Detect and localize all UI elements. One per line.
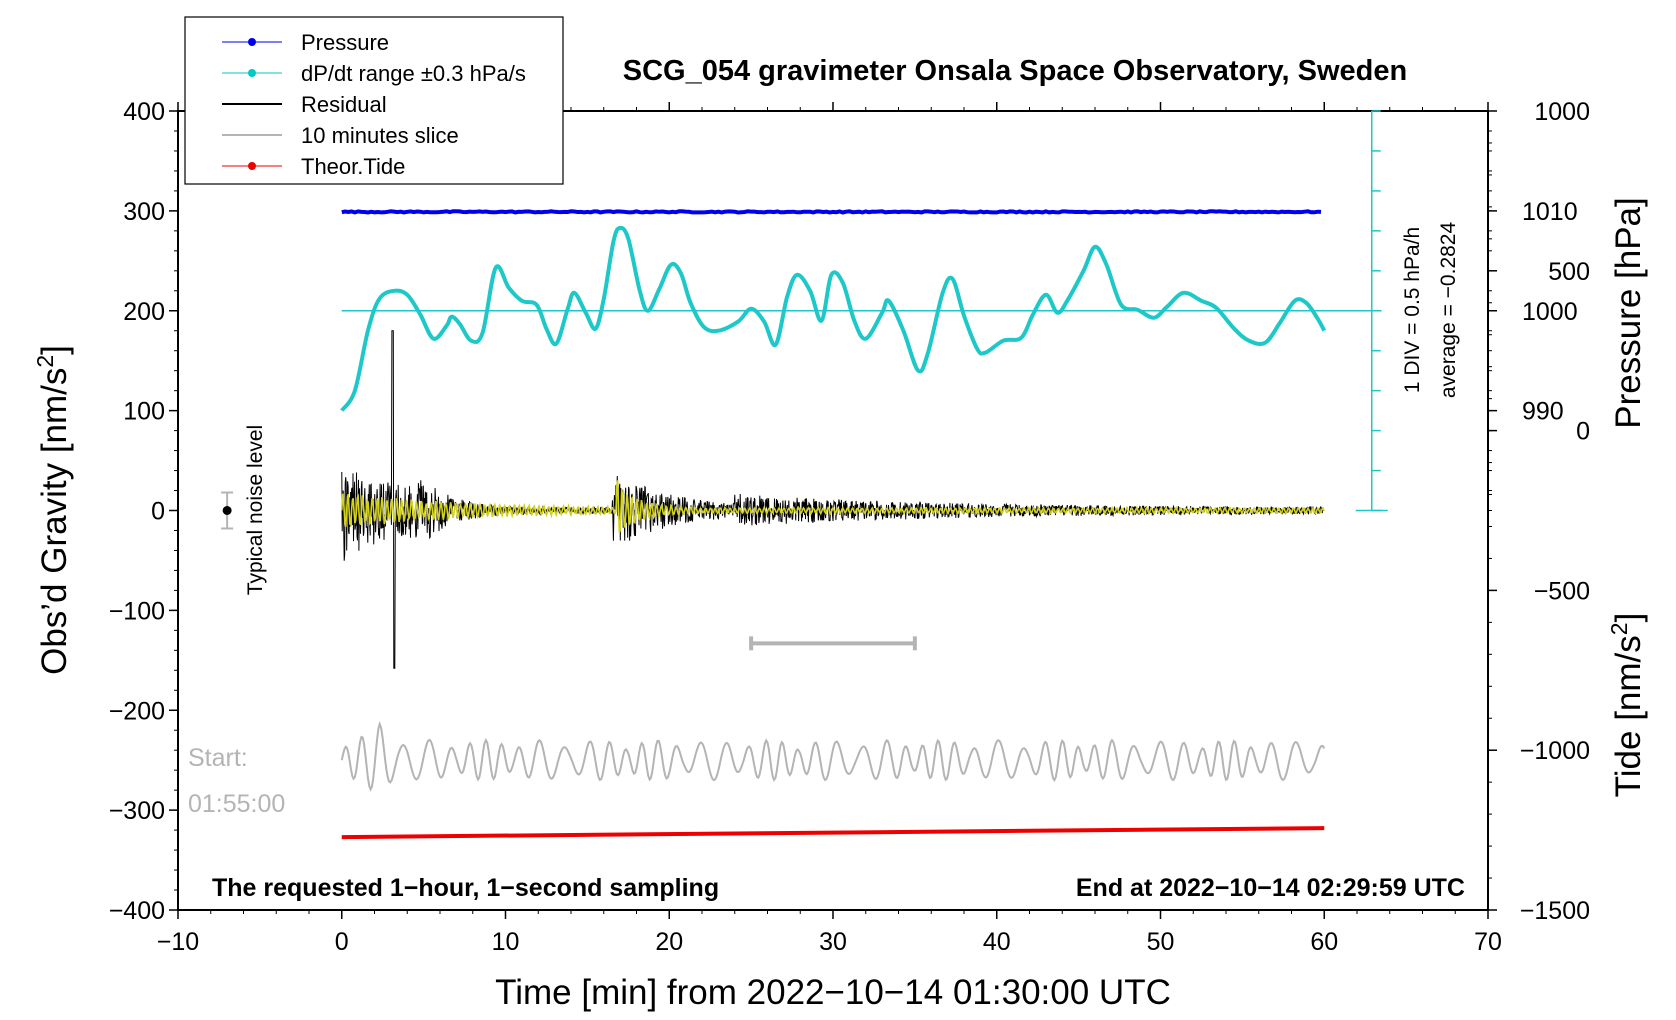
- legend-label: Pressure: [301, 30, 389, 55]
- y-axis-ticks: −400 −300 −200 −100 0 100 200 300 400: [109, 98, 178, 925]
- y-tick-label: 300: [123, 198, 165, 226]
- y-tick-label: 0: [151, 498, 165, 526]
- x-tick-label: −10: [157, 928, 199, 956]
- footer-left-note: The requested 1−hour, 1−second sampling: [212, 874, 719, 902]
- dpdt-average-label: average = −0.2824: [1437, 222, 1460, 399]
- tide-axis-ticks: −1500 −1000 −500 0 500 1000: [1488, 98, 1590, 925]
- slice-window-bar: [749, 636, 917, 651]
- y-axis-label-tide-sup: 2: [1606, 622, 1632, 635]
- tide-line: [341, 826, 1325, 840]
- dpdt-series: [340, 225, 1382, 412]
- x-axis-label: Time [min] from 2022−10−14 01:30:00 UTC: [495, 973, 1171, 1012]
- tide-tick-label: −500: [1534, 577, 1590, 605]
- x-axis-ticks: −10 0 10 20 30 40 50 60 70: [157, 102, 1502, 956]
- slice-start-time: 01:55:00: [188, 790, 285, 818]
- legend-marker: [248, 38, 256, 46]
- residual-series: [341, 330, 1325, 669]
- pressure-line: [341, 209, 1322, 215]
- y-tick-label: −100: [109, 597, 165, 625]
- noise-level-label: Typical noise level: [244, 425, 267, 595]
- y-axis-label-pressure: Pressure [hPa]: [1609, 197, 1648, 429]
- y-axis-label-gravity: Obs’d Gravity [nm/s2]: [32, 345, 74, 675]
- y-axis-label-tide: Tide [nm/s2]: [1606, 613, 1648, 798]
- slice-line: [340, 720, 1326, 792]
- legend-marker: [248, 162, 256, 170]
- ten-minute-slice-series: [340, 720, 1326, 792]
- filtered-residual-series: [341, 480, 1325, 533]
- pressure-tick-label: 990: [1522, 398, 1564, 426]
- x-tick-label: 70: [1474, 928, 1502, 956]
- legend: Pressure dP/dt range ±0.3 hPa/s Residual 10…: [222, 30, 526, 179]
- filtered-residual-line: [341, 480, 1325, 533]
- y-axis-label-tide-close: ]: [1609, 613, 1648, 623]
- legend-label: Residual: [301, 92, 387, 117]
- y-tick-label: 200: [123, 298, 165, 326]
- x-tick-label: 30: [819, 928, 847, 956]
- dpdt-scale-label: 1 DIV = 0.5 hPa/h: [1401, 227, 1424, 393]
- pressure-tick-label: 1000: [1522, 298, 1578, 326]
- pressure-series: [341, 209, 1322, 215]
- noise-level-bar: [221, 491, 234, 530]
- footer-right-note: End at 2022−10−14 02:29:59 UTC: [1076, 874, 1465, 902]
- y-tick-label: −200: [109, 697, 165, 725]
- tide-tick-label: 500: [1548, 258, 1590, 286]
- x-tick-label: 50: [1147, 928, 1175, 956]
- y-axis-label-gravity-sup: 2: [32, 355, 58, 368]
- tide-tick-label: 1000: [1534, 98, 1590, 126]
- x-tick-label: 10: [492, 928, 520, 956]
- y-axis-label-gravity-text: Obs’d Gravity [nm/s: [35, 368, 74, 675]
- x-tick-label: 40: [983, 928, 1011, 956]
- legend-marker: [248, 69, 256, 77]
- tide-tick-label: −1000: [1520, 737, 1590, 765]
- pressure-tick-label: 1010: [1522, 198, 1578, 226]
- y-tick-label: −300: [109, 797, 165, 825]
- x-tick-label: 0: [335, 928, 349, 956]
- residual-line: [341, 330, 1325, 669]
- legend-box: [184, 16, 564, 185]
- y-tick-label: 100: [123, 398, 165, 426]
- dpdt-line: [340, 225, 1327, 412]
- chart-title: SCG_054 gravimeter Onsala Space Observat…: [623, 55, 1407, 87]
- legend-label: Theor.Tide: [301, 154, 405, 179]
- legend-label: 10 minutes slice: [301, 123, 459, 148]
- y-axis-label-gravity-close: ]: [35, 345, 74, 355]
- pressure-axis-ticks: 990 1000 1010: [1488, 110, 1578, 511]
- x-tick-label: 20: [655, 928, 683, 956]
- tide-series: [341, 826, 1325, 840]
- x-tick-label: 60: [1310, 928, 1338, 956]
- slice-start-label: Start:: [188, 744, 248, 772]
- y-tick-label: −400: [109, 897, 165, 925]
- y-axis-label-tide-text: Tide [nm/s: [1609, 635, 1648, 797]
- dpdt-scale-bar: [1355, 110, 1388, 512]
- legend-label: dP/dt range ±0.3 hPa/s: [301, 61, 526, 86]
- y-tick-label: 400: [123, 98, 165, 126]
- tide-tick-label: 0: [1576, 418, 1590, 446]
- noise-bar-dot: [222, 506, 232, 515]
- tide-tick-label: −1500: [1520, 897, 1590, 925]
